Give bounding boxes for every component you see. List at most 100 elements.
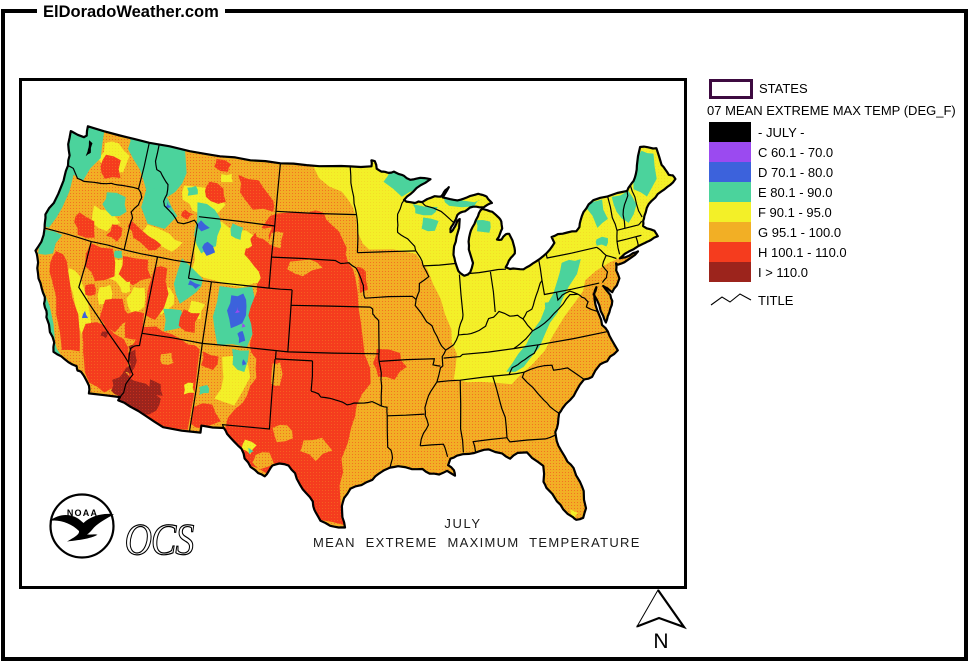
legend-title-label: TITLE xyxy=(758,293,794,308)
patch-E xyxy=(141,186,178,229)
patch-I xyxy=(100,331,109,339)
patch-F xyxy=(66,268,93,336)
patch-H xyxy=(127,221,162,251)
patch-H xyxy=(180,209,194,220)
legend-swatch-G xyxy=(709,222,751,242)
patch-F xyxy=(241,439,257,455)
map-caption-month: JULY xyxy=(444,516,482,531)
legend-swatch-D xyxy=(709,162,751,182)
patch-G xyxy=(252,452,274,470)
patch-F xyxy=(183,382,195,395)
patch-G xyxy=(272,425,293,443)
brand-left-arrow-icon xyxy=(28,9,37,13)
patch-E xyxy=(584,199,608,228)
map-caption-title: MEAN EXTREME MAXIMUM TEMPERATURE xyxy=(313,535,641,550)
patch-H xyxy=(105,224,123,242)
patch-E xyxy=(506,259,581,372)
legend-swatch-I xyxy=(709,262,751,282)
patch-H xyxy=(49,251,80,352)
patch-C xyxy=(235,306,240,313)
patch-G xyxy=(160,352,174,365)
patch-F xyxy=(126,287,146,312)
legend-label-I: I > 110.0 xyxy=(758,265,808,280)
patch-H xyxy=(225,210,371,526)
patch-C xyxy=(241,323,246,328)
patch-H xyxy=(214,158,232,172)
legend-swatch-H xyxy=(709,242,751,262)
patch-E xyxy=(248,447,254,455)
state-borders xyxy=(44,142,643,468)
patch-I xyxy=(122,349,137,374)
polyline-icon xyxy=(710,293,752,306)
patch-H xyxy=(99,298,131,333)
us-outline xyxy=(34,125,677,529)
patch-E xyxy=(173,258,203,304)
noaa-logo: NOAA xyxy=(49,493,115,559)
legend-swatch-C xyxy=(709,142,751,162)
legend-label-C: C 60.1 - 70.0 xyxy=(758,145,834,160)
patch-F xyxy=(141,224,183,252)
patch-E xyxy=(230,223,244,240)
north-arrow-icon xyxy=(635,589,687,630)
patch-H xyxy=(84,243,116,282)
patch-H xyxy=(82,322,129,393)
puget-sound xyxy=(85,140,93,157)
patch-E xyxy=(102,192,127,217)
patch-E xyxy=(114,250,123,259)
patch-D xyxy=(237,331,246,344)
patch-F xyxy=(570,509,579,519)
patch-G xyxy=(300,437,333,462)
legend-label-D: D 70.1 - 80.0 xyxy=(758,165,834,180)
noaa-logo-text: NOAA xyxy=(67,508,98,518)
patch-E xyxy=(128,132,187,201)
north-label: N xyxy=(653,630,669,653)
patch-D xyxy=(188,280,201,289)
patch-H xyxy=(118,255,152,286)
outer-frame xyxy=(1,9,968,661)
patch-E xyxy=(187,186,198,196)
ocs-logo-text: OCS xyxy=(125,514,194,563)
patch-D xyxy=(197,220,210,232)
patch-D xyxy=(202,241,216,256)
brand-right-arrow-icon xyxy=(226,9,235,13)
legend-swatch-JULY xyxy=(709,122,751,142)
patch-H xyxy=(201,351,219,370)
site-brand[interactable]: ElDoradoWeather.com xyxy=(37,3,225,22)
legend-label-G: G 95.1 - 100.0 xyxy=(758,225,842,240)
legend-label-JULY: - JULY - xyxy=(758,125,805,140)
patch-E xyxy=(232,348,250,372)
patch-G xyxy=(287,259,323,277)
patch-E xyxy=(421,217,439,232)
ocs-logo: OCS xyxy=(124,514,195,564)
patch-D xyxy=(165,201,172,208)
patch-H xyxy=(204,181,226,204)
patch-H xyxy=(238,174,274,212)
legend-label-F: F 90.1 - 95.0 xyxy=(758,205,832,220)
patch-E xyxy=(199,385,210,395)
patch-E xyxy=(475,220,491,233)
patch-D xyxy=(81,310,89,319)
states-swatch xyxy=(709,79,753,99)
legend-swatch-F xyxy=(709,202,751,222)
patch-F xyxy=(120,281,131,294)
patch-H xyxy=(74,212,95,238)
legend-label-H: H 100.1 - 110.0 xyxy=(758,245,847,260)
legend-swatch-E xyxy=(709,182,751,202)
states-label: STATES xyxy=(759,81,808,96)
patch-H xyxy=(178,309,201,333)
patch-H xyxy=(84,284,96,296)
patch-E xyxy=(595,236,608,247)
patch-E xyxy=(41,287,61,355)
legend-label-E: E 80.1 - 90.0 xyxy=(758,185,833,200)
legend-header: 07 MEAN EXTREME MAX TEMP (DEG_F) xyxy=(707,103,956,118)
patch-G xyxy=(255,225,272,245)
patch-F xyxy=(241,235,253,249)
patch-H xyxy=(145,266,169,320)
patch-H xyxy=(356,266,369,294)
patch-H xyxy=(191,403,221,429)
patch-F xyxy=(221,173,233,182)
noaa-bird-icon xyxy=(49,513,114,542)
patch-I xyxy=(149,379,163,396)
patch-D xyxy=(242,359,247,366)
